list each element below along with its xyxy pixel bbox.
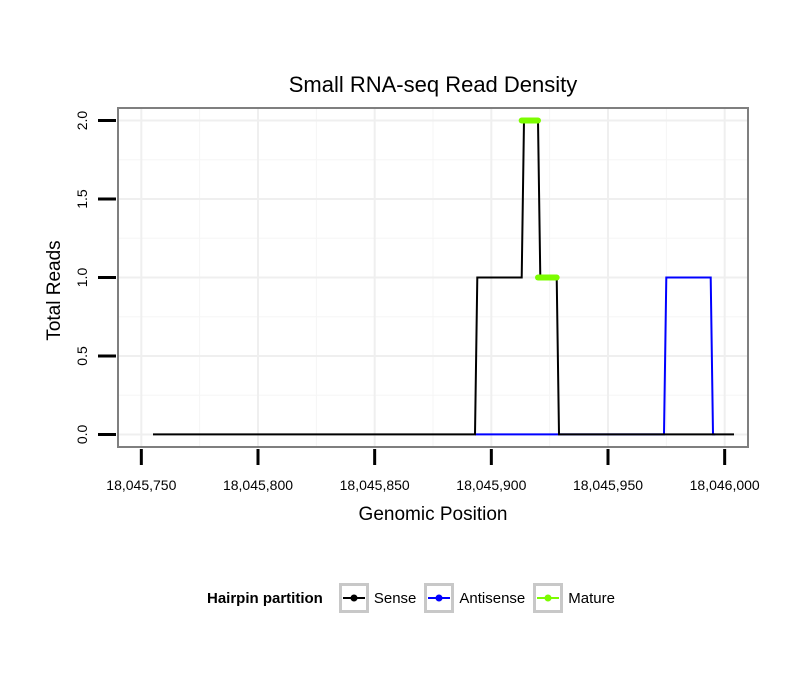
legend-title: Hairpin partition [207,589,323,607]
legend-key-mature [533,583,564,613]
y-axis-label: Total Reads [44,240,65,340]
legend-label-sense: Sense [373,589,417,607]
legend-item-sense: Sense [338,583,417,613]
x-tick-label: 18,045,800 [223,477,293,493]
legend-label-antisense: Antisense [459,589,526,607]
x-axis-label: Genomic Position [359,504,508,525]
legend: Hairpin partition Sense Antisense Mature [207,582,623,614]
legend-item-antisense: Antisense [424,583,525,613]
x-tick-label: 18,045,900 [456,477,526,493]
y-tick-label: 0.0 [74,425,90,445]
plot-border [117,107,749,448]
y-tick-label: 1.5 [74,189,90,209]
x-tick-label: 18,046,000 [690,477,760,493]
chart-title: Small RNA-seq Read Density [289,72,578,97]
legend-key-sense [338,583,369,613]
y-tick-label: 1.0 [74,268,90,288]
x-tick-label: 18,045,750 [106,477,176,493]
x-tick-label: 18,045,950 [573,477,643,493]
legend-item-mature: Mature [533,583,615,613]
y-tick-label: 0.5 [74,346,90,366]
y-tick-label: 2.0 [74,111,90,131]
legend-label-mature: Mature [568,589,615,607]
legend-key-antisense [424,583,455,613]
x-tick-label: 18,045,850 [340,477,410,493]
